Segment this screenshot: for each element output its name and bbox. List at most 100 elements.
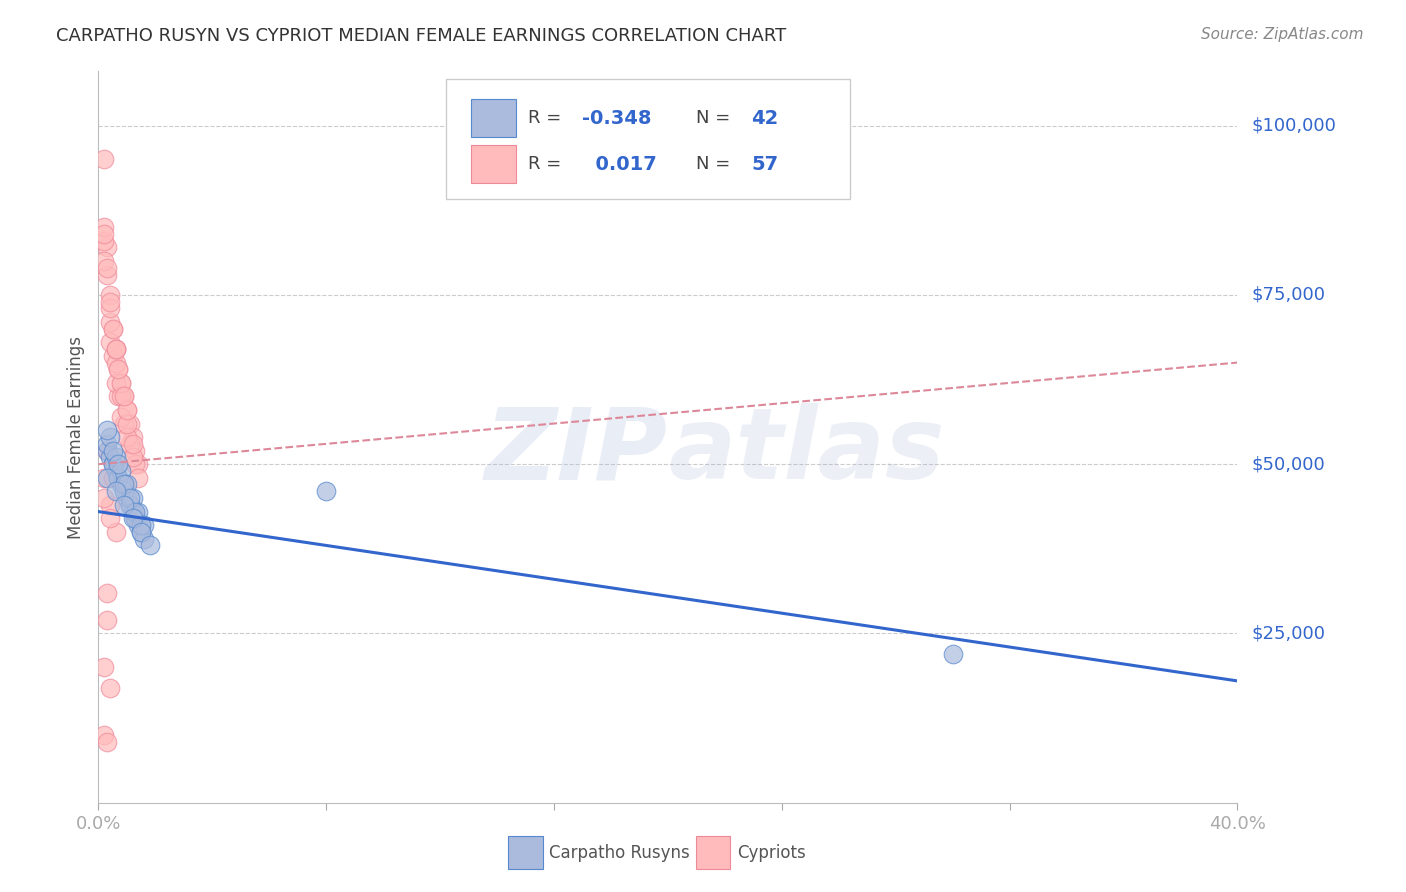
Y-axis label: Median Female Earnings: Median Female Earnings <box>66 335 84 539</box>
Point <box>96 443 118 458</box>
Point <box>112 484 135 499</box>
Point <box>112 498 135 512</box>
Point <box>112 389 135 403</box>
Point <box>104 450 127 465</box>
Point <box>112 477 135 491</box>
FancyBboxPatch shape <box>471 145 516 183</box>
Point <box>96 240 118 254</box>
Point <box>110 464 132 478</box>
Point <box>121 437 143 451</box>
Point <box>115 477 138 491</box>
Point <box>104 342 127 356</box>
Point <box>121 505 143 519</box>
Point <box>93 220 115 235</box>
Point <box>101 322 124 336</box>
Point <box>112 417 135 431</box>
Point <box>107 471 129 485</box>
FancyBboxPatch shape <box>471 99 516 137</box>
Text: -0.348: -0.348 <box>582 109 652 128</box>
Point <box>96 735 118 749</box>
Point <box>110 376 132 390</box>
Point <box>101 457 124 471</box>
Point <box>118 437 141 451</box>
Point <box>98 335 121 350</box>
Text: $25,000: $25,000 <box>1251 624 1326 642</box>
Text: 0.017: 0.017 <box>582 154 657 174</box>
Point <box>118 498 141 512</box>
Point <box>104 355 127 369</box>
FancyBboxPatch shape <box>446 78 851 200</box>
Point <box>132 518 155 533</box>
Point <box>121 450 143 465</box>
Point <box>129 518 152 533</box>
Point <box>127 457 149 471</box>
Point <box>132 532 155 546</box>
Point <box>118 491 141 505</box>
Point <box>98 301 121 316</box>
Point <box>104 524 127 539</box>
Point <box>107 362 129 376</box>
Text: $50,000: $50,000 <box>1251 455 1324 473</box>
Point <box>101 349 124 363</box>
Point <box>127 471 149 485</box>
Point <box>115 403 138 417</box>
Point <box>96 268 118 282</box>
Point <box>127 518 149 533</box>
Point <box>124 505 146 519</box>
Point <box>124 511 146 525</box>
Point <box>107 362 129 376</box>
Text: R =: R = <box>527 155 561 173</box>
Point <box>93 728 115 742</box>
Point <box>110 389 132 403</box>
Point <box>121 430 143 444</box>
Point <box>98 315 121 329</box>
Point <box>942 647 965 661</box>
Point <box>112 484 135 499</box>
Point <box>121 491 143 505</box>
Point <box>107 471 129 485</box>
Point <box>104 376 127 390</box>
Text: 57: 57 <box>751 154 778 174</box>
Point <box>110 477 132 491</box>
FancyBboxPatch shape <box>509 836 543 869</box>
Point <box>93 234 115 248</box>
Point <box>129 524 152 539</box>
FancyBboxPatch shape <box>696 836 731 869</box>
Text: N =: N = <box>696 155 731 173</box>
Point <box>110 409 132 424</box>
Point <box>98 430 121 444</box>
Point <box>93 471 115 485</box>
Text: 42: 42 <box>751 109 779 128</box>
Point <box>315 484 337 499</box>
Text: Cypriots: Cypriots <box>737 844 806 862</box>
Point <box>115 403 138 417</box>
Point <box>104 484 127 499</box>
Point <box>93 491 115 505</box>
Point <box>138 538 160 552</box>
Text: ZIP: ZIP <box>485 403 668 500</box>
Point <box>96 443 118 458</box>
Point <box>101 443 124 458</box>
Point <box>127 505 149 519</box>
Text: $100,000: $100,000 <box>1251 117 1336 135</box>
Text: CARPATHO RUSYN VS CYPRIOT MEDIAN FEMALE EARNINGS CORRELATION CHART: CARPATHO RUSYN VS CYPRIOT MEDIAN FEMALE … <box>56 27 786 45</box>
Point <box>115 417 138 431</box>
Point <box>101 322 124 336</box>
Point <box>110 376 132 390</box>
Point <box>98 498 121 512</box>
Text: Source: ZipAtlas.com: Source: ZipAtlas.com <box>1201 27 1364 42</box>
Text: atlas: atlas <box>668 403 945 500</box>
Point <box>98 294 121 309</box>
Point <box>124 511 146 525</box>
Point <box>98 511 121 525</box>
Text: N =: N = <box>696 109 731 128</box>
Point <box>115 491 138 505</box>
Point <box>104 342 127 356</box>
Point <box>107 389 129 403</box>
Point <box>124 457 146 471</box>
Point <box>104 464 127 478</box>
Point <box>96 260 118 275</box>
Point <box>96 437 118 451</box>
Point <box>93 254 115 268</box>
Point <box>101 471 124 485</box>
